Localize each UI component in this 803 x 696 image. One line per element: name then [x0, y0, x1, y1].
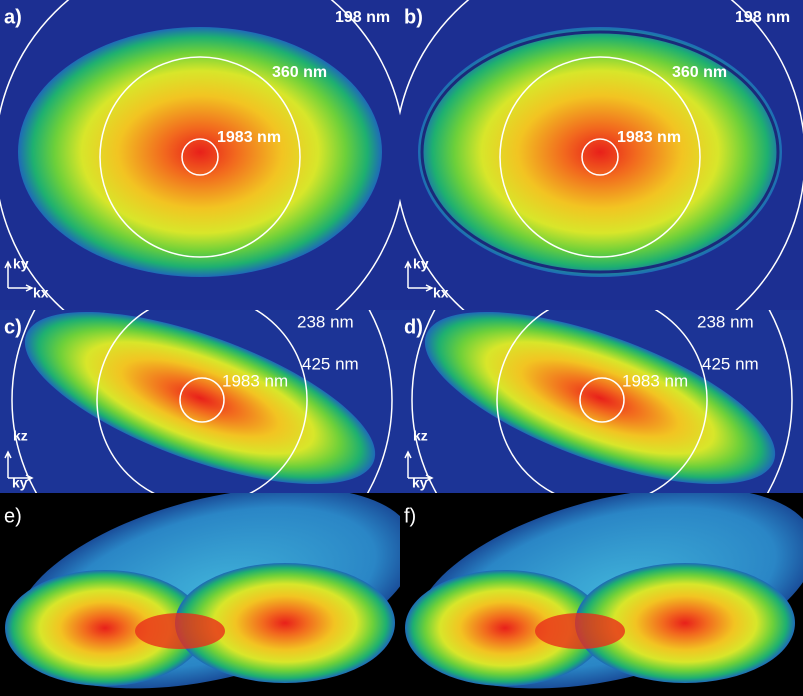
core — [535, 613, 625, 649]
ring — [499, 56, 701, 258]
intensity-map — [418, 27, 782, 277]
ring — [179, 377, 225, 423]
axis-label: ky — [13, 256, 29, 272]
panel: 238 nm 425 nm 1983 nm kz ky d) — [400, 310, 803, 493]
panel-label: f) — [404, 505, 416, 527]
ring-label: 360 nm — [272, 64, 327, 81]
axis-label: kz — [13, 428, 28, 444]
ring-label: 1983 nm — [617, 129, 681, 146]
ring-label: 1983 nm — [622, 371, 688, 390]
ring — [96, 310, 308, 493]
axis-label: kx — [433, 285, 449, 301]
lobe — [175, 563, 395, 683]
axis-label: ky — [12, 475, 28, 491]
axis-label: kx — [33, 285, 49, 301]
ring-label: 238 nm — [697, 312, 754, 331]
panel-label: d) — [404, 316, 423, 338]
panel-label: e) — [4, 505, 22, 527]
panel: e) — [0, 493, 400, 696]
panel-label: c) — [4, 316, 22, 338]
axis-label: kz — [413, 428, 428, 444]
panel-label: b) — [404, 6, 423, 28]
ring — [579, 377, 625, 423]
panel: f) — [400, 493, 803, 696]
intensity-map — [24, 311, 376, 485]
ring — [181, 138, 219, 176]
axis-arrows — [4, 450, 34, 482]
panel-label: a) — [4, 6, 22, 28]
ring-label: 1983 nm — [217, 129, 281, 146]
ring — [581, 138, 619, 176]
ring — [496, 310, 708, 493]
ring-label: 1983 nm — [222, 371, 288, 390]
lobe — [575, 563, 795, 683]
intensity-map — [18, 27, 382, 277]
ring — [411, 310, 793, 493]
axis-arrows — [404, 450, 434, 482]
axis-arrows — [404, 260, 434, 292]
axis-label: ky — [413, 256, 429, 272]
ring-label: 198 nm — [335, 9, 390, 26]
edge — [420, 30, 780, 274]
ring-label: 425 nm — [702, 354, 759, 373]
ring — [11, 310, 393, 493]
ring — [99, 56, 301, 258]
ring-label: 198 nm — [735, 9, 790, 26]
ring-label: 425 nm — [302, 354, 359, 373]
lobe — [405, 570, 605, 686]
lobe — [5, 570, 205, 686]
axis-label: ky — [412, 475, 428, 491]
intensity-map — [424, 311, 776, 485]
axis-arrows — [4, 260, 34, 292]
ring-label: 238 nm — [297, 312, 354, 331]
panel: 238 nm 425 nm 1983 nm kz ky c) — [0, 310, 400, 493]
core — [135, 613, 225, 649]
ring-label: 360 nm — [672, 64, 727, 81]
